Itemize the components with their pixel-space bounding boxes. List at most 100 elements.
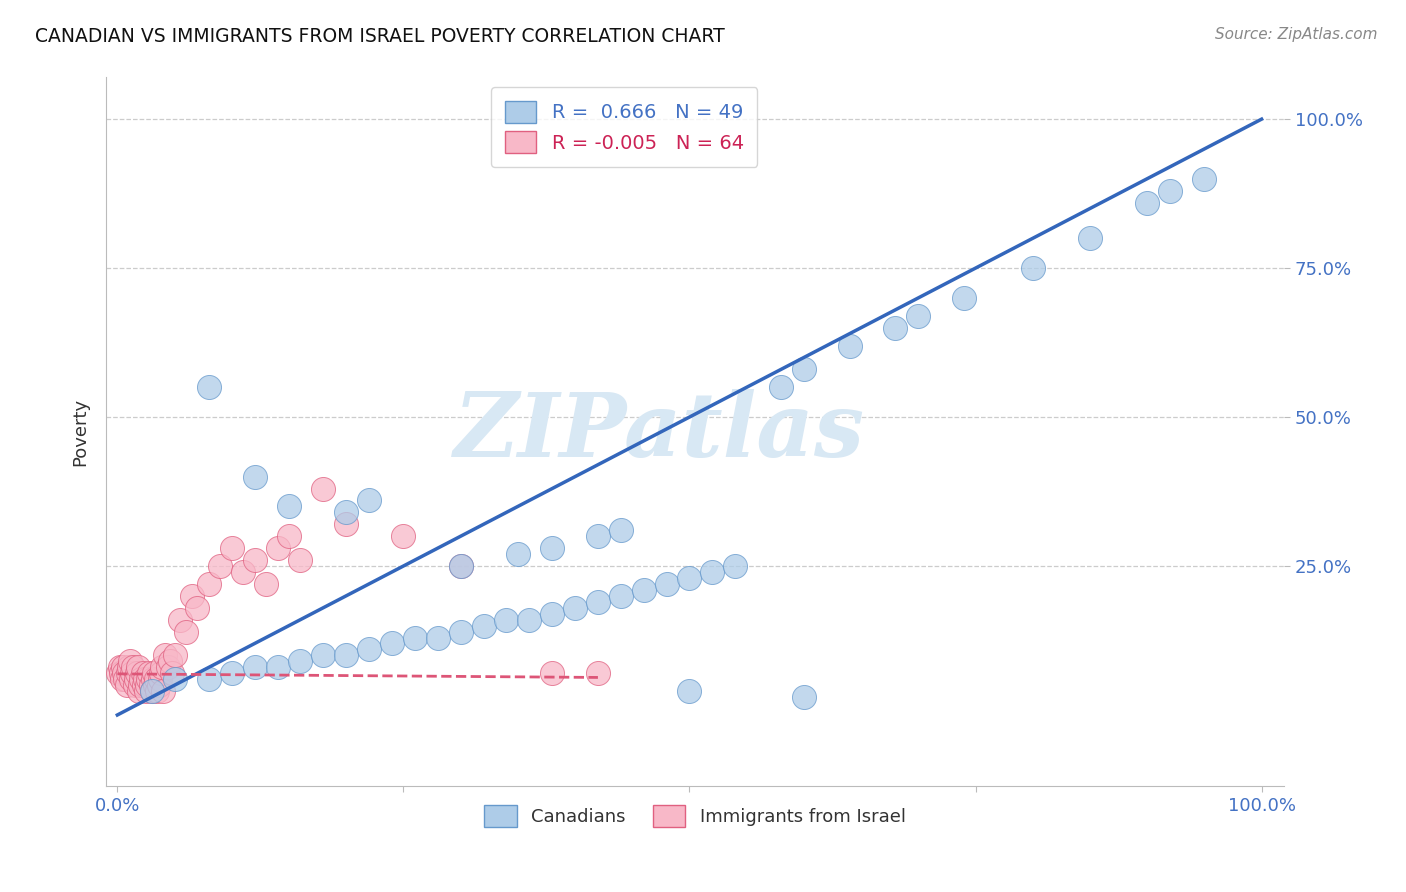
Text: ZIPatlas: ZIPatlas — [454, 389, 865, 475]
Point — [404, 631, 426, 645]
Point — [148, 678, 170, 692]
Text: Source: ZipAtlas.com: Source: ZipAtlas.com — [1215, 27, 1378, 42]
Point — [450, 559, 472, 574]
Point — [131, 666, 153, 681]
Point — [163, 672, 186, 686]
Point — [142, 672, 165, 686]
Point — [121, 666, 143, 681]
Point — [541, 607, 564, 621]
Point — [221, 666, 243, 681]
Text: CANADIAN VS IMMIGRANTS FROM ISRAEL POVERTY CORRELATION CHART: CANADIAN VS IMMIGRANTS FROM ISRAEL POVER… — [35, 27, 725, 45]
Point — [141, 684, 163, 698]
Point — [143, 666, 166, 681]
Point — [1194, 171, 1216, 186]
Point — [586, 529, 609, 543]
Point — [124, 672, 146, 686]
Point — [159, 654, 181, 668]
Point — [232, 565, 254, 579]
Point — [290, 553, 312, 567]
Point — [124, 678, 146, 692]
Point — [312, 482, 335, 496]
Point — [953, 291, 976, 305]
Point — [149, 672, 172, 686]
Point — [266, 541, 288, 556]
Point — [152, 684, 174, 698]
Point — [156, 660, 179, 674]
Point — [174, 624, 197, 639]
Point — [149, 666, 172, 681]
Point — [243, 660, 266, 674]
Point — [198, 380, 221, 394]
Point — [146, 684, 169, 698]
Point — [111, 672, 134, 686]
Point — [186, 600, 208, 615]
Point — [120, 672, 142, 686]
Point — [312, 648, 335, 663]
Point — [564, 600, 586, 615]
Point — [541, 541, 564, 556]
Point — [793, 362, 815, 376]
Point — [655, 577, 678, 591]
Point — [426, 631, 449, 645]
Point — [610, 523, 633, 537]
Point — [633, 582, 655, 597]
Point — [180, 589, 202, 603]
Point — [132, 678, 155, 692]
Point — [392, 529, 415, 543]
Point — [1136, 195, 1159, 210]
Point — [586, 595, 609, 609]
Point — [138, 666, 160, 681]
Point — [517, 613, 540, 627]
Point — [114, 672, 136, 686]
Point — [127, 660, 149, 674]
Point — [118, 660, 141, 674]
Point — [266, 660, 288, 674]
Point — [136, 678, 159, 692]
Point — [586, 666, 609, 681]
Point — [1078, 231, 1101, 245]
Point — [1022, 261, 1045, 276]
Point — [163, 648, 186, 663]
Point — [678, 571, 700, 585]
Point — [495, 613, 517, 627]
Point — [278, 529, 301, 543]
Point — [724, 559, 747, 574]
Point — [359, 493, 381, 508]
Point — [131, 672, 153, 686]
Point — [108, 660, 131, 674]
Point — [134, 672, 156, 686]
Point — [243, 469, 266, 483]
Point — [1159, 184, 1181, 198]
Point — [884, 320, 907, 334]
Point — [122, 660, 145, 674]
Point — [359, 642, 381, 657]
Point — [112, 666, 135, 681]
Point — [115, 678, 138, 692]
Point — [506, 547, 529, 561]
Point — [198, 577, 221, 591]
Point — [450, 624, 472, 639]
Point — [335, 505, 357, 519]
Point — [117, 666, 139, 681]
Point — [107, 666, 129, 681]
Point — [793, 690, 815, 705]
Point — [209, 559, 232, 574]
Point — [335, 517, 357, 532]
Point — [335, 648, 357, 663]
Point — [110, 666, 132, 681]
Point — [610, 589, 633, 603]
Point — [221, 541, 243, 556]
Point — [254, 577, 277, 591]
Point — [112, 660, 135, 674]
Point — [198, 672, 221, 686]
Point — [702, 565, 724, 579]
Point — [135, 684, 157, 698]
Point — [290, 654, 312, 668]
Point — [838, 338, 860, 352]
Point — [169, 613, 191, 627]
Point — [150, 660, 173, 674]
Point — [145, 672, 167, 686]
Point — [128, 684, 150, 698]
Point — [907, 309, 929, 323]
Point — [125, 666, 148, 681]
